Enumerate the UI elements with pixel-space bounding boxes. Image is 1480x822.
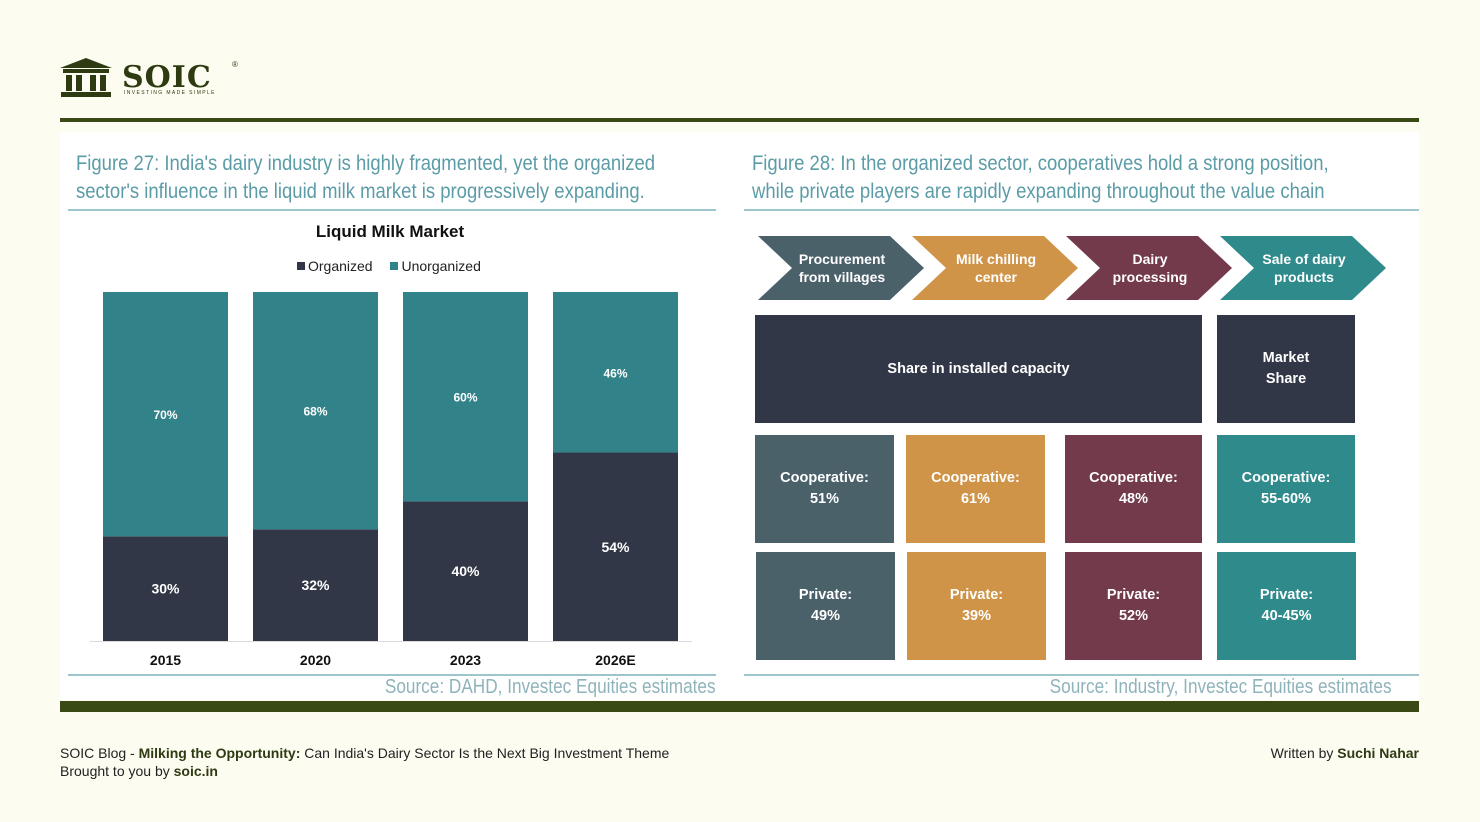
figure27-title-line2: sector's influence in the liquid milk ma… <box>76 179 645 203</box>
legend-label-organized: Organized <box>308 258 373 274</box>
stage-sale-chevron <box>1220 236 1386 300</box>
stage-procurement-line2: from villages <box>798 269 886 285</box>
footer-author: Suchi Nahar <box>1337 745 1419 761</box>
footer-brought-prefix: Brought to you by <box>60 763 174 779</box>
bar-organized-2026e <box>553 452 678 641</box>
stage-sale-line1: Sale of dairy <box>1262 251 1346 267</box>
liquid-milk-chart: 30% 70% 2015 32% 68% 2020 40% 60% 2023 54% 46% 2026… <box>90 292 692 668</box>
bar-organized-2023 <box>403 501 528 641</box>
legend-unorganized: Unorganized <box>390 258 481 274</box>
x-tick-label-2020: 2020 <box>300 652 331 668</box>
data-label-organized-2023: 40% <box>451 563 480 579</box>
private-processing-cell: Private: 52% <box>1065 552 1202 660</box>
private-market-cell: Private: 40-45% <box>1217 552 1356 660</box>
stage-procurement-chevron <box>758 236 924 300</box>
data-label-organized-2015: 30% <box>151 581 180 597</box>
chart-title: Liquid Milk Market <box>315 222 465 241</box>
top-divider <box>60 118 1419 122</box>
legend-swatch-unorganized <box>390 262 399 270</box>
x-tick-label-2023: 2023 <box>450 652 481 668</box>
figure27-source: Source: DAHD, Investec Equities estimate… <box>385 676 716 698</box>
stage-processing-label: Dairy processing <box>1090 236 1210 300</box>
chart-legend: Organized Unorganized <box>297 258 495 274</box>
bar-unorganized-2023 <box>403 292 528 502</box>
data-label-unorganized-2026e: 46% <box>603 366 627 380</box>
figure28-title-rule <box>744 209 1419 211</box>
x-tick-label-2026e: 2026E <box>595 652 635 668</box>
stage-sale-label: Sale of dairy products <box>1244 236 1364 300</box>
footer-prefix: SOIC Blog - <box>60 745 139 761</box>
coop-procurement-cell: Cooperative: 51% <box>755 435 894 543</box>
market-share-header: Market Share <box>1217 315 1355 423</box>
building-icon <box>60 58 112 97</box>
coop-market-cell: Cooperative: 55-60% <box>1217 435 1355 543</box>
private-procurement-cell: Private: 49% <box>756 552 895 660</box>
stage-procurement-line1: Procurement <box>798 251 886 267</box>
legend-label-unorganized: Unorganized <box>401 258 481 274</box>
footer-site-link[interactable]: soic.in <box>173 763 218 779</box>
stage-sale-line2: products <box>1274 269 1334 285</box>
stage-chilling-line1: Milk chilling <box>955 251 1037 267</box>
stage-chilling-chevron <box>912 236 1078 300</box>
soic-logo: SOIC ® INVESTING MADE SIMPLE <box>60 58 240 100</box>
coop-chilling-cell: Cooperative: 61% <box>906 435 1045 543</box>
figure27-title: Figure 27: India's dairy industry is hig… <box>76 149 655 205</box>
footer-blog-title: Milking the Opportunity: <box>138 745 301 761</box>
x-tick-label-2015: 2015 <box>150 652 181 668</box>
footer-written-prefix: Written by <box>1270 745 1338 761</box>
bar-unorganized-2015 <box>103 292 228 537</box>
registered-mark: ® <box>232 60 238 69</box>
footer-author-line: Written by Suchi Nahar <box>1271 745 1419 761</box>
figure27-source-rule <box>68 674 716 676</box>
bar-unorganized-2020 <box>253 292 378 530</box>
stage-processing-chevron <box>1066 236 1232 300</box>
footer-blog-subtitle: Can India's Dairy Sector Is the Next Big… <box>300 745 670 761</box>
footer-brought-line: Brought to you by soic.in <box>60 763 218 779</box>
bar-organized-2015 <box>103 536 228 641</box>
stage-chilling-label: Milk chilling center <box>936 236 1056 300</box>
figure28-source-rule <box>744 674 1419 676</box>
figure28-title-line1: Figure 28: In the organized sector, coop… <box>752 151 1329 175</box>
logo-wordmark: SOIC <box>122 60 212 95</box>
bottom-divider <box>60 701 1419 712</box>
data-label-organized-2026e: 54% <box>601 539 630 555</box>
legend-swatch-organized <box>297 262 305 270</box>
stage-chilling-line2: center <box>974 269 1018 285</box>
figure27-title-line1: Figure 27: India's dairy industry is hig… <box>76 151 656 175</box>
private-chilling-cell: Private: 39% <box>907 552 1046 660</box>
stage-processing-line2: processing <box>1112 269 1188 285</box>
data-label-organized-2020: 32% <box>301 577 330 593</box>
data-label-unorganized-2015: 70% <box>153 408 177 422</box>
bar-organized-2020 <box>253 529 378 641</box>
bar-unorganized-2026e <box>553 292 678 453</box>
data-label-unorganized-2020: 68% <box>303 405 327 419</box>
figure28-title: Figure 28: In the organized sector, coop… <box>752 149 1329 205</box>
coop-processing-cell: Cooperative: 48% <box>1065 435 1202 543</box>
figure28-source: Source: Industry, Investec Equities esti… <box>1050 676 1392 698</box>
legend-organized: Organized <box>297 258 373 274</box>
figure28-title-line2: while private players are rapidly expand… <box>752 179 1325 203</box>
stage-processing-line1: Dairy <box>1132 251 1168 267</box>
logo-tagline: INVESTING MADE SIMPLE <box>124 90 216 96</box>
figure27-title-rule <box>68 209 716 211</box>
stage-procurement-label: Procurement from villages <box>782 236 902 300</box>
footer-blog-line: SOIC Blog - Milking the Opportunity: Can… <box>60 745 669 761</box>
data-label-unorganized-2023: 60% <box>453 391 477 405</box>
installed-capacity-header: Share in installed capacity <box>755 315 1202 423</box>
